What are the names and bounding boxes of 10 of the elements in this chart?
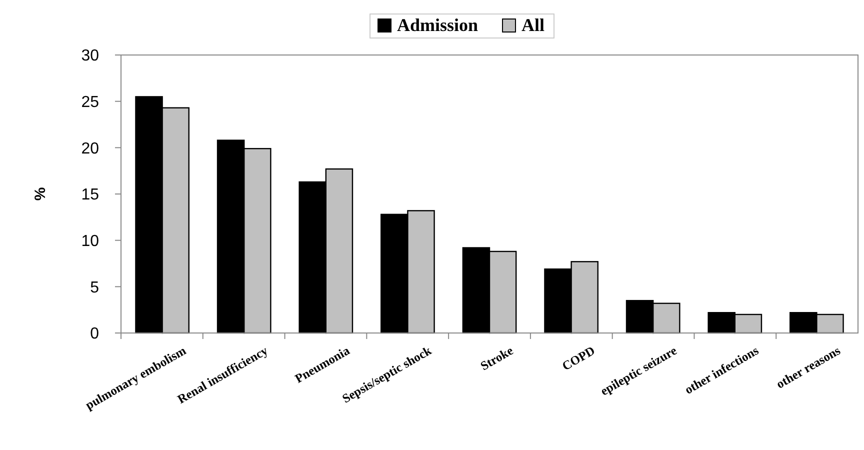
y-axis-title: % bbox=[32, 187, 49, 201]
y-tick-label: 25 bbox=[81, 94, 100, 111]
y-tick-label: 10 bbox=[81, 232, 100, 250]
legend-label: All bbox=[522, 15, 545, 35]
y-tick-label: 15 bbox=[81, 186, 100, 204]
y-tick-label: 5 bbox=[90, 279, 100, 296]
legend-label: Admission bbox=[397, 15, 478, 35]
y-tick-label: 0 bbox=[90, 326, 100, 343]
y-tick-label: 20 bbox=[81, 140, 100, 158]
y-tick-label: 30 bbox=[81, 48, 100, 65]
